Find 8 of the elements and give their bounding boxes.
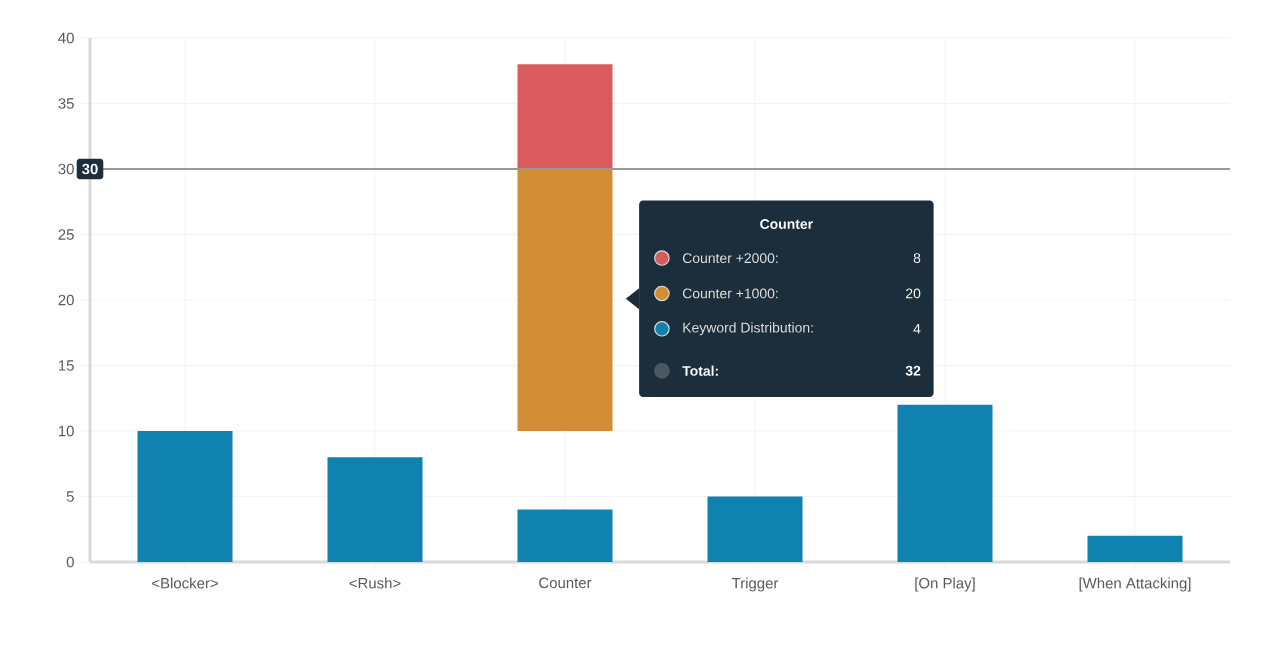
bar	[1087, 535, 1183, 562]
bar	[517, 509, 613, 562]
bar	[137, 431, 233, 562]
bar	[897, 404, 993, 562]
bar	[327, 457, 423, 562]
bar	[517, 64, 613, 169]
bar	[707, 496, 803, 562]
bar	[517, 168, 613, 431]
